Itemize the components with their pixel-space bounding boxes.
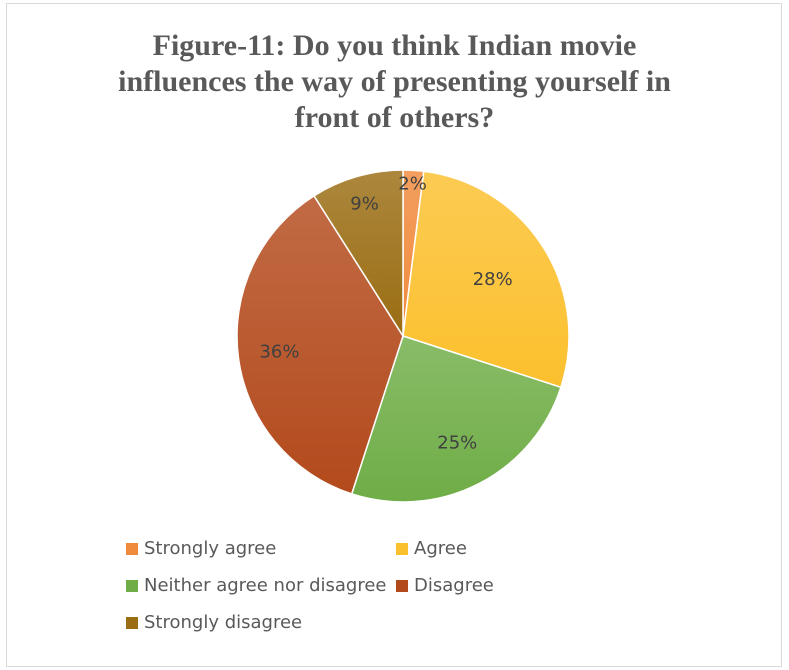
- legend-swatch-disagree: [396, 579, 408, 592]
- legend-swatch-strongly-disagree: [126, 616, 138, 629]
- legend-label-agree: Agree: [414, 538, 467, 559]
- legend-swatch-strongly-agree: [126, 542, 138, 555]
- legend-label-strongly-agree: Strongly agree: [144, 538, 277, 559]
- pie-slice-neither-agree-nor-disagree: [350, 335, 562, 503]
- data-label-neither-agree-nor-disagree: 25%: [437, 432, 477, 453]
- data-label-agree: 28%: [473, 269, 513, 290]
- legend-label-strongly-disagree: Strongly disagree: [144, 612, 303, 633]
- legend-item-strongly-agree: Strongly agree: [126, 538, 276, 559]
- pie-slice-agree: [402, 170, 570, 389]
- legend-label-neither-agree-nor-disagree: Neither agree nor disagree: [144, 575, 387, 596]
- data-label-strongly-agree: 2%: [398, 174, 427, 195]
- legend-item-agree: Agree: [396, 538, 467, 559]
- legend-swatch-agree: [396, 542, 408, 555]
- legend-item-strongly-disagree: Strongly disagree: [126, 612, 302, 633]
- legend-item-neither-agree-nor-disagree: Neither agree nor disagree: [126, 575, 387, 596]
- legend-label-disagree: Disagree: [414, 575, 494, 596]
- chart-title-line-2: influences the way of presenting yoursel…: [118, 65, 671, 98]
- pie-slice-disagree: [236, 194, 404, 495]
- data-label-disagree: 36%: [259, 342, 299, 363]
- legend-swatch-neither-agree-nor-disagree: [126, 579, 138, 592]
- data-label-strongly-disagree: 9%: [350, 194, 379, 215]
- legend-item-disagree: Disagree: [396, 575, 494, 596]
- chart-title: Figure-11: Do you think Indian movie inf…: [0, 28, 789, 136]
- chart-title-line-3: front of others?: [294, 101, 495, 134]
- chart-title-line-1: Figure-11: Do you think Indian movie: [152, 29, 637, 62]
- pie-slice-strongly-disagree: [313, 169, 404, 339]
